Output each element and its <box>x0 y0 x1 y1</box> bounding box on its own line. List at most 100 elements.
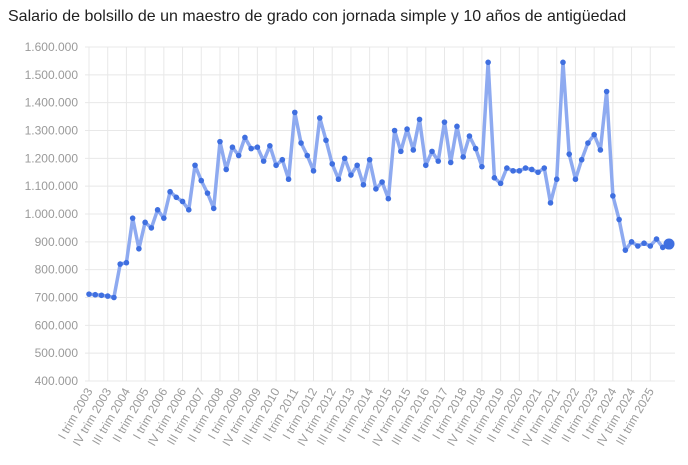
y-tick-label: 1.600.000 <box>25 40 79 54</box>
data-point <box>535 169 541 176</box>
data-point <box>129 215 136 221</box>
data-point <box>522 165 529 171</box>
data-point <box>404 126 410 132</box>
data-point <box>248 145 254 152</box>
data-point <box>472 145 479 152</box>
data-point <box>329 161 336 167</box>
data-point <box>292 109 298 116</box>
data-point <box>454 123 460 130</box>
data-point <box>379 179 385 185</box>
series-line <box>87 60 671 300</box>
data-point <box>235 152 242 159</box>
y-tick-label: 1.500.000 <box>25 68 79 82</box>
chart-title: Salario de bolsillo de un maestro de gra… <box>8 8 627 25</box>
data-point <box>223 166 230 173</box>
data-point <box>479 163 485 170</box>
data-point <box>504 165 510 171</box>
data-point <box>154 207 161 213</box>
data-point <box>485 59 491 66</box>
data-point <box>98 292 105 299</box>
data-point <box>179 198 186 205</box>
data-point <box>298 140 304 146</box>
data-point <box>591 131 597 138</box>
data-point <box>354 162 360 169</box>
data-point <box>398 148 404 155</box>
data-point <box>497 180 504 187</box>
data-point <box>204 190 211 196</box>
y-tick-label: 1.100.000 <box>25 179 79 193</box>
data-point <box>510 168 516 174</box>
data-point <box>242 134 248 141</box>
data-point <box>435 158 442 164</box>
data-point <box>647 243 654 249</box>
last-data-point <box>663 238 675 250</box>
data-point <box>597 147 604 153</box>
data-point <box>123 259 130 266</box>
data-point <box>585 140 591 146</box>
data-point <box>198 177 205 184</box>
data-point <box>173 194 180 201</box>
data-point <box>491 175 498 181</box>
data-point <box>460 154 466 160</box>
data-point <box>273 162 279 169</box>
data-point <box>572 176 579 183</box>
data-point <box>541 165 548 171</box>
data-point <box>441 119 448 125</box>
data-point <box>416 116 423 123</box>
data-point <box>348 172 354 178</box>
data-point <box>622 247 629 253</box>
data-point <box>148 225 155 231</box>
data-point <box>304 152 311 159</box>
data-point <box>285 176 292 183</box>
data-point <box>111 294 117 301</box>
data-point <box>260 158 267 164</box>
data-point <box>653 236 660 242</box>
y-tick-label: 400.000 <box>35 374 79 388</box>
y-tick-label: 1.400.000 <box>25 96 79 110</box>
data-point <box>528 166 535 173</box>
data-point <box>641 240 647 247</box>
data-point <box>86 291 92 297</box>
data-point <box>635 243 641 249</box>
data-point <box>447 159 454 166</box>
data-point <box>547 200 554 206</box>
data-point <box>229 144 236 150</box>
data-point <box>117 261 123 267</box>
data-point <box>185 207 192 213</box>
data-point <box>385 195 392 202</box>
data-point <box>578 156 585 163</box>
data-point <box>341 155 348 162</box>
y-tick-label: 600.000 <box>35 318 79 332</box>
data-point <box>566 151 573 157</box>
y-tick-label: 800.000 <box>35 263 79 277</box>
data-point <box>254 144 261 150</box>
data-point <box>316 115 323 121</box>
data-point <box>323 137 329 144</box>
data-point <box>373 186 379 192</box>
y-tick-label: 1.200.000 <box>25 151 79 165</box>
data-point <box>422 162 429 169</box>
data-point <box>104 293 111 299</box>
data-point <box>136 245 142 252</box>
data-point <box>217 138 223 145</box>
data-point <box>610 193 616 199</box>
data-point <box>267 143 273 149</box>
data-point <box>167 188 173 195</box>
y-tick-label: 1.000.000 <box>25 207 79 221</box>
data-point <box>391 127 398 134</box>
data-point <box>516 168 523 174</box>
y-tick-label: 1.300.000 <box>25 124 79 138</box>
data-point <box>335 176 342 183</box>
data-point <box>366 156 373 163</box>
data-point <box>142 219 148 226</box>
data-point <box>603 88 610 95</box>
y-tick-label: 900.000 <box>35 235 79 249</box>
data-point <box>360 181 367 188</box>
data-point <box>92 291 99 298</box>
data-point <box>553 176 560 183</box>
data-point <box>560 59 566 66</box>
data-point <box>310 168 317 174</box>
data-point <box>279 156 286 163</box>
